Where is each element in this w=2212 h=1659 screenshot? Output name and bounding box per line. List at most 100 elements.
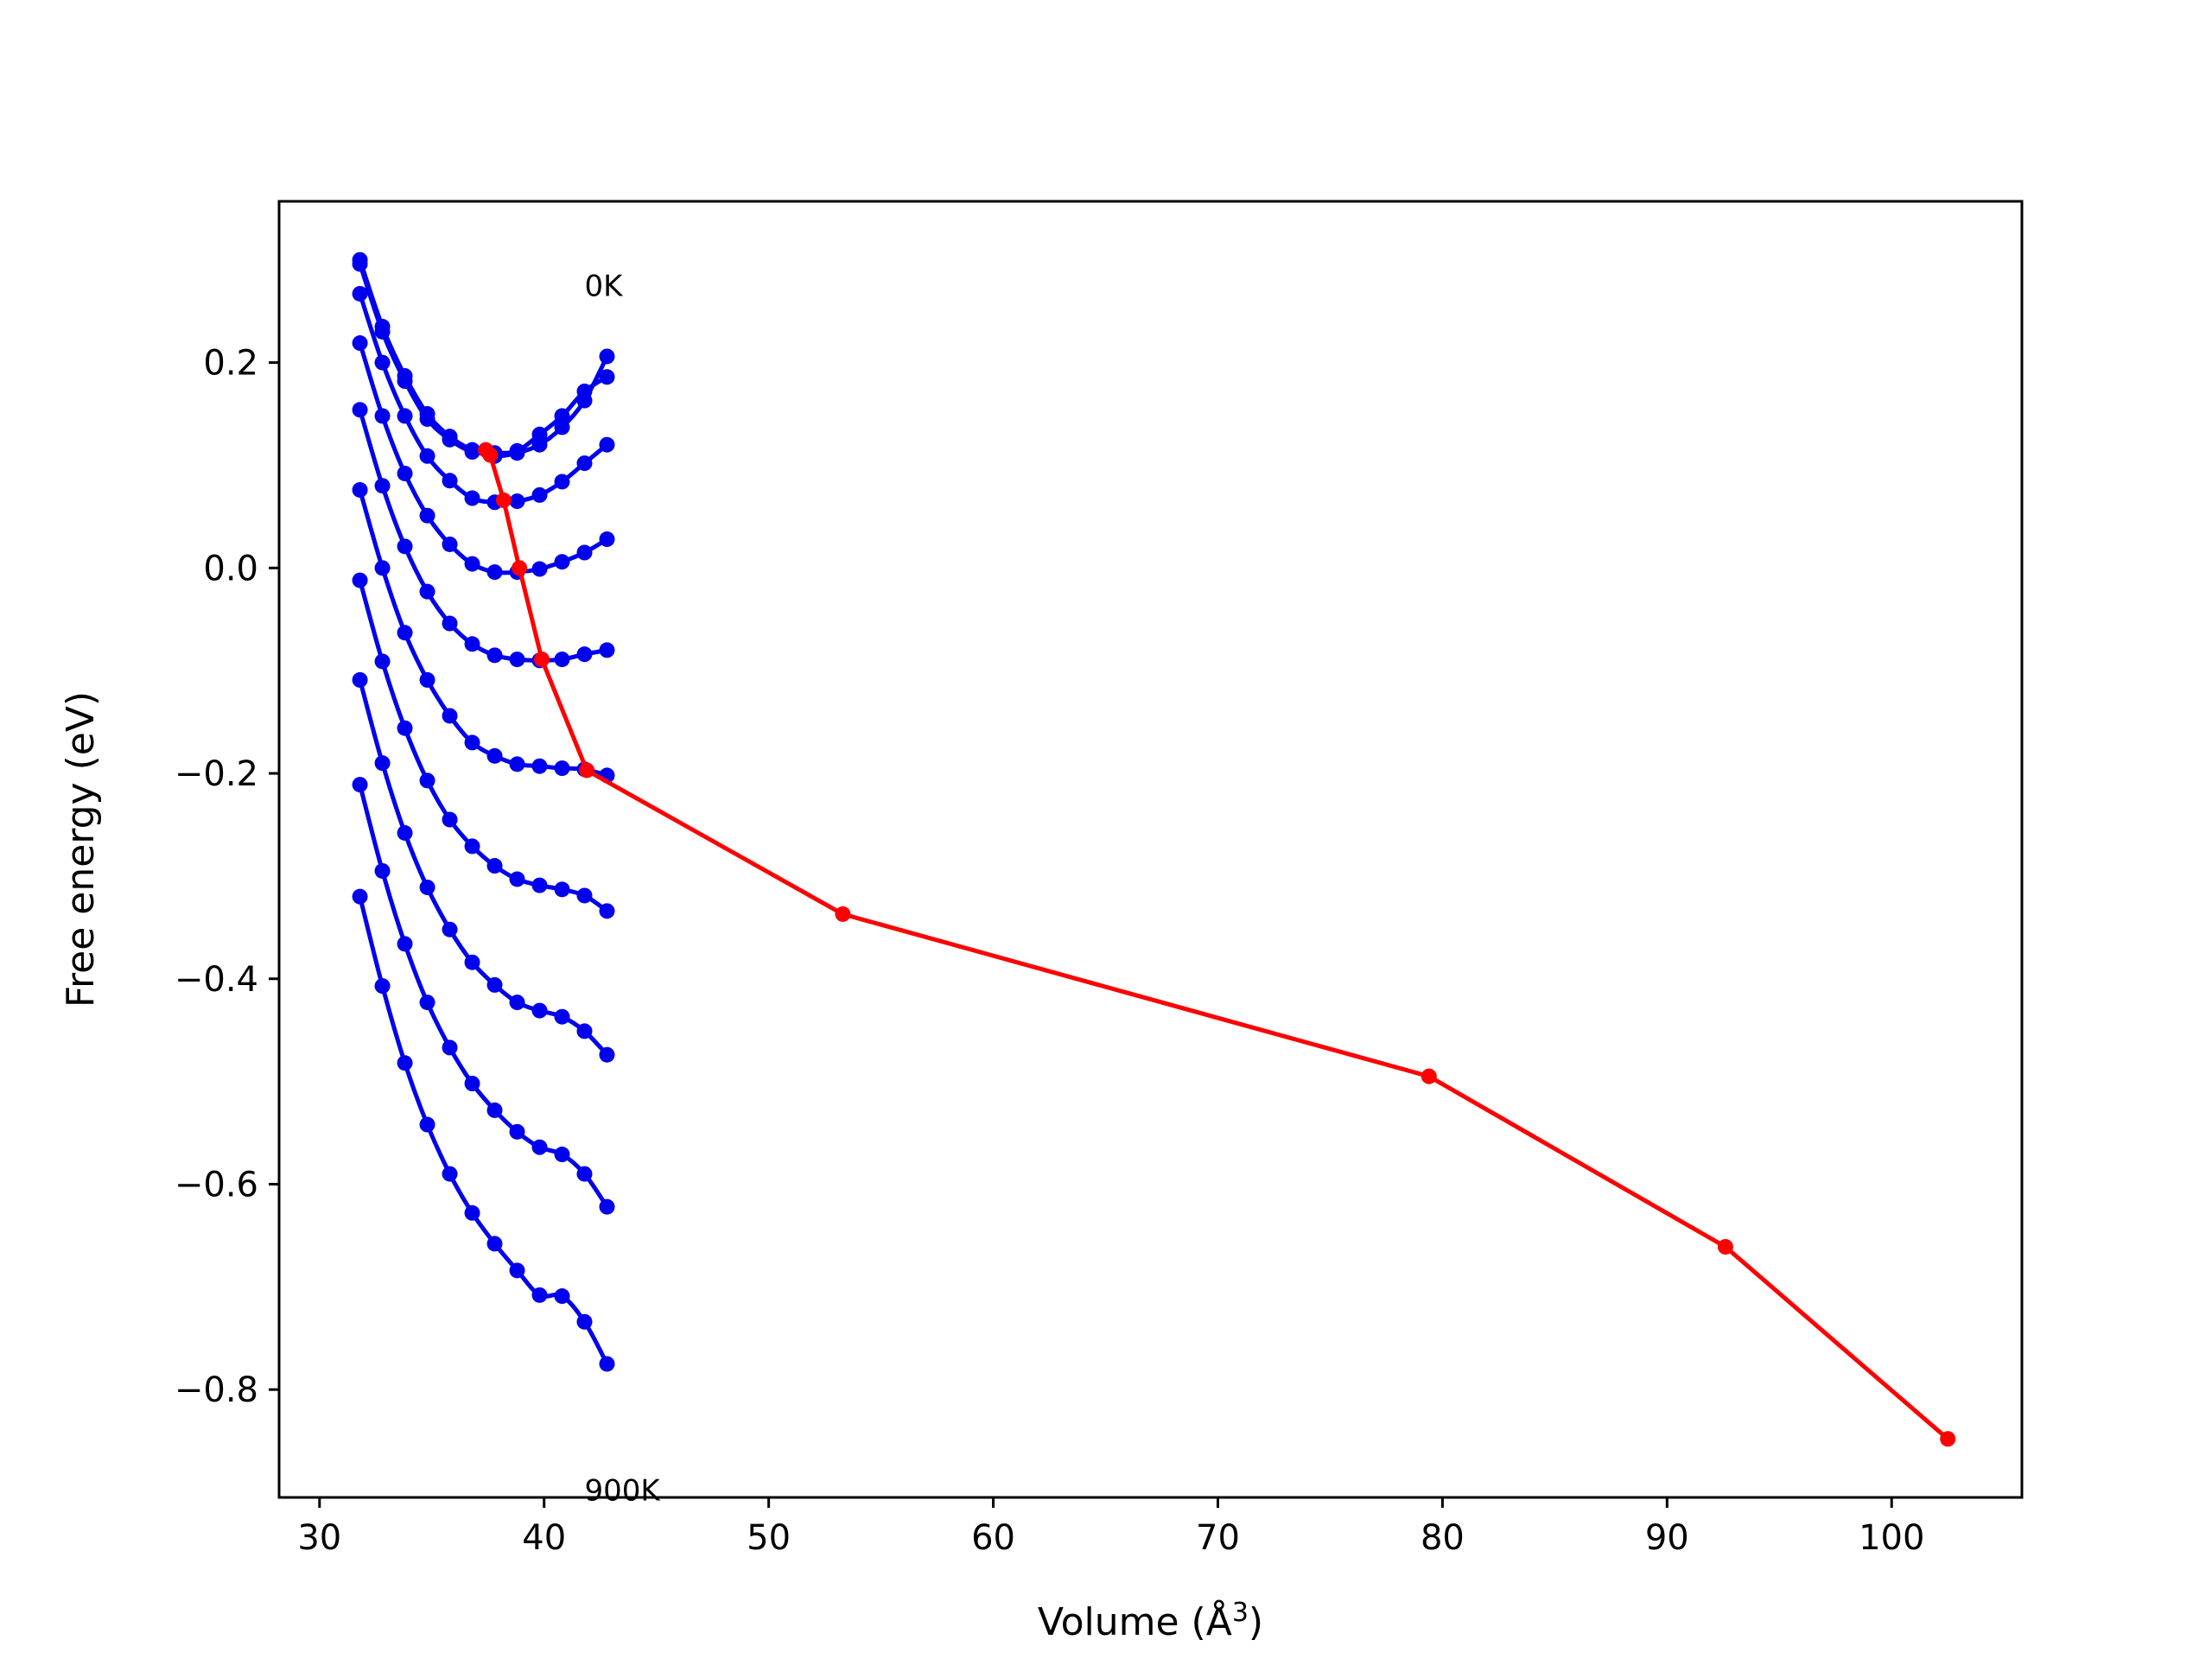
isotherm-point (464, 1205, 480, 1221)
isotherm-point (374, 354, 391, 371)
isotherm-point (352, 888, 368, 905)
isotherm-point (599, 436, 615, 453)
isotherm-point (486, 647, 503, 664)
annotation-0k: 0K (584, 269, 624, 303)
isotherm-point (554, 474, 570, 490)
annotation-900k: 900K (584, 1474, 661, 1509)
isotherm-point (464, 954, 480, 970)
isotherm-point (442, 708, 458, 724)
isotherm-point (352, 572, 368, 588)
isotherm-point (464, 556, 480, 572)
minimum-path-point (482, 447, 499, 463)
isotherm-point (419, 1116, 435, 1133)
isotherm-point (397, 465, 413, 481)
isotherm-point (509, 442, 525, 459)
minimum-path-line (484, 448, 1949, 1441)
isotherm-point (442, 921, 458, 938)
isotherm-point (374, 755, 391, 772)
isotherm-point (486, 1236, 503, 1252)
minimum-path-point (1717, 1238, 1733, 1255)
minimum-path-point (835, 906, 851, 922)
isotherm-point (554, 1008, 570, 1025)
isotherm-point (599, 1046, 615, 1063)
isotherm-point (554, 1288, 570, 1305)
isotherm-point (464, 444, 480, 461)
isotherm-point (374, 653, 391, 670)
isotherm-point (599, 348, 615, 365)
isotherm-point (576, 455, 593, 472)
isotherm-point (464, 838, 480, 855)
isotherm-point (464, 1075, 480, 1091)
isotherm-point (509, 756, 525, 772)
isotherm-point (419, 995, 435, 1011)
isotherm-point (442, 1166, 458, 1182)
isotherm-point (397, 373, 413, 390)
isotherm-point (531, 1287, 548, 1303)
isotherm-point (554, 408, 570, 424)
x-tick-label: 100 (1859, 1518, 1924, 1558)
minimum-path-point (1940, 1431, 1956, 1447)
isotherm-point (531, 426, 548, 442)
minimum-path-point (579, 762, 595, 779)
isotherm-point (509, 493, 525, 510)
isotherm-point (374, 323, 391, 340)
isotherm-point (576, 1023, 593, 1039)
isotherm-point (554, 652, 570, 668)
isotherm-point (599, 531, 615, 548)
x-tick-label: 30 (297, 1518, 341, 1558)
plot-frame (277, 200, 2024, 1499)
isotherm-point (419, 671, 435, 688)
isotherm-point (374, 478, 391, 494)
isotherm-point (509, 995, 525, 1011)
isotherm-point (419, 448, 435, 464)
isotherm-point (419, 879, 435, 895)
isotherm-point (599, 642, 615, 658)
isotherm-point (509, 871, 525, 887)
isotherm-point (352, 671, 368, 688)
minimum-energy-path (478, 442, 1956, 1447)
isotherm-point (531, 486, 548, 503)
isotherm-point (397, 538, 413, 555)
isotherm-point (442, 431, 458, 448)
isotherm-point (486, 858, 503, 874)
isotherm-point (531, 1002, 548, 1019)
isotherm-point (576, 887, 593, 904)
isotherm-point (509, 1262, 525, 1279)
isotherm-point (599, 903, 615, 919)
y-tick-label: −0.2 (175, 754, 258, 794)
isotherm-point (576, 1166, 593, 1182)
y-tick-label: 0.0 (203, 549, 258, 588)
y-axis-label: Free energy (eV) (59, 691, 103, 1007)
isotherm-point (352, 335, 368, 352)
isotherm-point (442, 1039, 458, 1056)
isotherm-point (352, 481, 368, 498)
isotherm-point (576, 646, 593, 663)
x-tick-label: 60 (971, 1518, 1015, 1558)
isotherm-point (531, 758, 548, 774)
isotherm-point (599, 1198, 615, 1215)
isotherm-point (419, 507, 435, 524)
isotherm-point (352, 285, 368, 302)
isotherm-point (486, 747, 503, 764)
isotherm-point (486, 564, 503, 581)
x-tick-label: 90 (1645, 1518, 1689, 1558)
isotherm-curves (352, 251, 615, 1372)
isotherm-point (576, 1313, 593, 1330)
isotherm-point (509, 1123, 525, 1140)
isotherm-point (576, 544, 593, 561)
y-tick-label: −0.6 (175, 1165, 258, 1205)
isotherm-point (352, 256, 368, 272)
isotherm-point (554, 1147, 570, 1163)
y-tick-label: −0.8 (175, 1370, 258, 1410)
isotherm-point (599, 369, 615, 385)
isotherm-point (419, 583, 435, 600)
isotherm-point (531, 877, 548, 893)
isotherm-point (554, 419, 570, 435)
x-tick-label: 40 (522, 1518, 566, 1558)
isotherm-point (576, 383, 593, 399)
isotherm-point (554, 554, 570, 570)
x-tick-label: 80 (1421, 1518, 1465, 1558)
isotherm-point (352, 402, 368, 418)
isotherm-point (352, 777, 368, 793)
